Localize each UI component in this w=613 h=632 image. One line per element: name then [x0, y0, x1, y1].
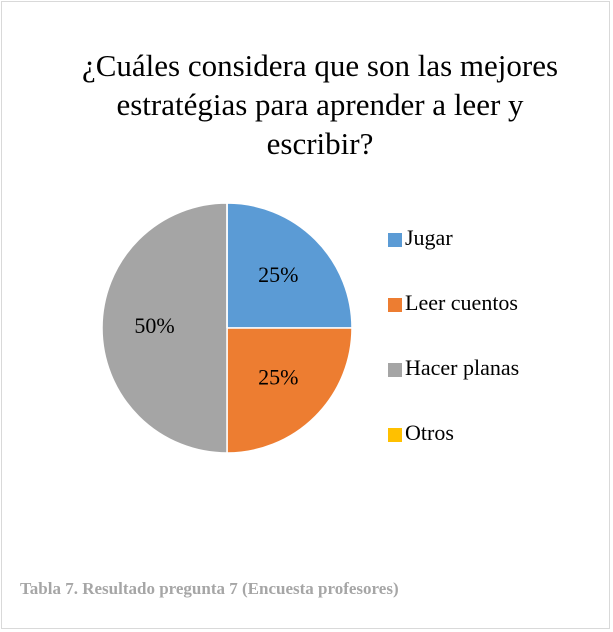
data-label: 25% — [258, 262, 298, 287]
chart-title: ¿Cuáles considera que son las mejores es… — [81, 48, 559, 161]
legend-swatch — [388, 428, 402, 442]
pie-slice — [226, 327, 353, 454]
legend-swatch — [388, 298, 402, 312]
data-label: 25% — [258, 364, 298, 389]
legend-label: Otros — [405, 420, 454, 445]
caption: Tabla 7. Resultado pregunta 7 (Encuesta … — [20, 579, 399, 598]
pie-slice — [226, 202, 353, 329]
pie-slice — [101, 202, 228, 454]
data-label: 50% — [134, 313, 174, 338]
legend-label: Leer cuentos — [405, 290, 518, 315]
legend-label: Jugar — [405, 225, 453, 250]
legend-label: Hacer planas — [405, 355, 519, 380]
legend-swatch — [388, 233, 402, 247]
legend-swatch — [388, 363, 402, 377]
